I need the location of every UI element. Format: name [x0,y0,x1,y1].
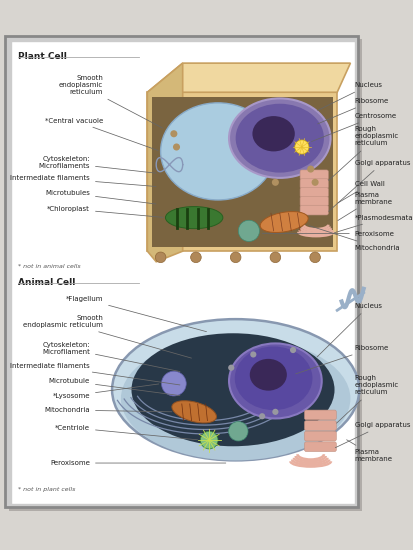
Text: Rough
endoplasmic
reticulum: Rough endoplasmic reticulum [328,126,398,180]
Circle shape [228,365,234,371]
Circle shape [306,166,313,173]
Circle shape [228,421,247,441]
Ellipse shape [171,401,216,423]
Text: Plasma
membrane: Plasma membrane [337,192,392,221]
Text: Nucleus: Nucleus [317,82,382,111]
Circle shape [230,252,240,263]
Ellipse shape [252,116,294,151]
Circle shape [161,371,186,396]
Circle shape [269,252,280,263]
Text: Centrosome: Centrosome [311,113,396,141]
Circle shape [294,140,308,154]
Text: *Central vacuole: *Central vacuole [45,118,158,151]
Text: Smooth
endoplasmic reticulum: Smooth endoplasmic reticulum [23,315,191,358]
Text: Golgi apparatus: Golgi apparatus [335,422,409,448]
Text: *Flagellum: *Flagellum [66,296,206,332]
Text: Animal Cell: Animal Cell [18,278,75,287]
Circle shape [238,220,259,241]
Text: * not in plant cells: * not in plant cells [18,487,75,492]
Text: *Plasmodesmata: *Plasmodesmata [334,214,413,233]
FancyBboxPatch shape [299,205,328,215]
Circle shape [249,351,256,358]
FancyBboxPatch shape [5,36,358,507]
Text: Cytoskeleton:
Microfilament: Cytoskeleton: Microfilament [42,342,180,372]
Text: Nucleus: Nucleus [316,303,382,357]
Ellipse shape [228,343,321,419]
Text: Plant Cell: Plant Cell [18,52,66,60]
Text: Mitochondria: Mitochondria [44,407,171,413]
Ellipse shape [160,103,275,200]
Text: Plasma
membrane: Plasma membrane [346,440,392,463]
Text: Peroxisome: Peroxisome [261,230,394,236]
FancyBboxPatch shape [299,170,328,180]
Circle shape [200,431,218,449]
FancyBboxPatch shape [9,39,361,511]
Ellipse shape [228,98,330,178]
Text: *Lysosome: *Lysosome [52,384,158,399]
FancyBboxPatch shape [10,41,354,504]
Polygon shape [152,97,332,247]
FancyBboxPatch shape [304,431,335,441]
Ellipse shape [131,333,334,446]
Ellipse shape [260,212,307,233]
Ellipse shape [112,319,358,460]
Ellipse shape [165,207,222,229]
Polygon shape [147,63,182,262]
Text: Cytoskeleton:
Microfilaments: Cytoskeleton: Microfilaments [38,156,156,173]
Text: *Chloroplast: *Chloroplast [47,206,163,217]
FancyBboxPatch shape [299,188,328,197]
Text: * not in animal cells: * not in animal cells [18,263,80,268]
Ellipse shape [234,346,312,410]
Circle shape [309,252,320,263]
Circle shape [271,179,278,186]
Circle shape [155,252,166,263]
Text: Ribosome: Ribosome [317,98,388,124]
Text: Intermediate filaments: Intermediate filaments [10,363,180,385]
FancyBboxPatch shape [299,179,328,189]
Ellipse shape [121,337,349,460]
Text: Cell Wall: Cell Wall [337,181,384,203]
Circle shape [311,179,318,186]
Text: Smooth
endoplasmic
reticulum: Smooth endoplasmic reticulum [59,75,162,128]
Polygon shape [147,63,349,92]
FancyBboxPatch shape [304,410,335,420]
Circle shape [170,130,177,138]
Circle shape [173,144,180,151]
Text: Peroxisome: Peroxisome [50,460,225,466]
Text: Ribosome: Ribosome [295,345,388,374]
Circle shape [190,252,201,263]
Text: Rough
endoplasmic
reticulum: Rough endoplasmic reticulum [336,375,398,423]
Circle shape [259,413,265,419]
Circle shape [272,409,278,415]
Text: Mitochondria: Mitochondria [308,226,399,251]
Text: Golgi apparatus: Golgi apparatus [328,160,409,211]
Text: Microtubules: Microtubules [45,190,156,204]
Text: Microtubule: Microtubule [49,378,180,395]
FancyBboxPatch shape [304,421,335,430]
Text: Intermediate filaments: Intermediate filaments [10,175,156,186]
Ellipse shape [249,359,286,390]
Circle shape [289,347,295,353]
FancyBboxPatch shape [299,196,328,206]
Text: *Centriole: *Centriole [55,425,197,440]
Polygon shape [147,92,336,251]
Ellipse shape [235,104,323,173]
FancyBboxPatch shape [304,442,335,452]
